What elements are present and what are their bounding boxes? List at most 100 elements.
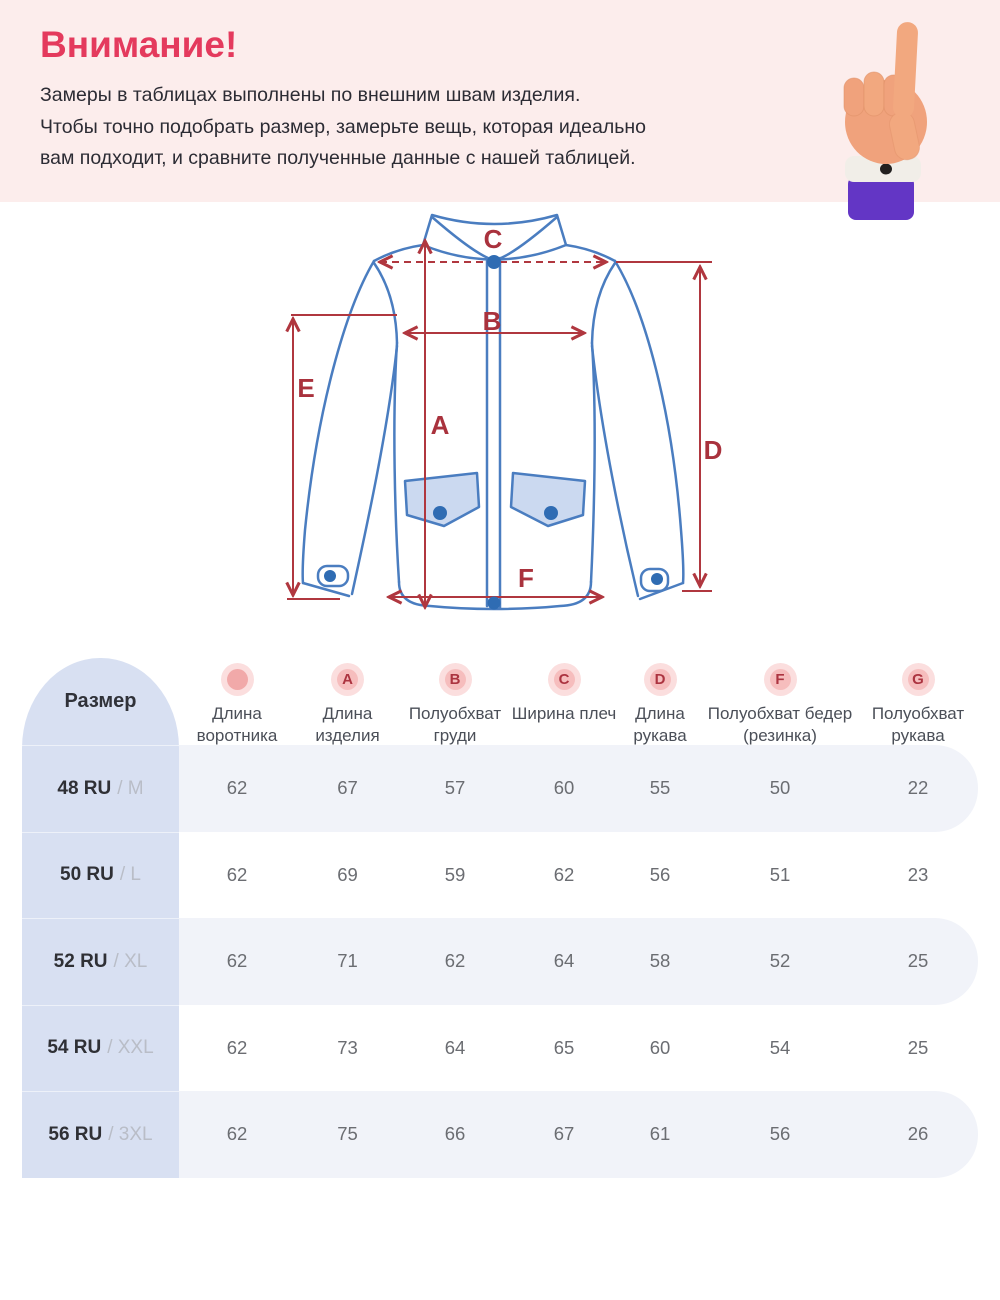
size-label: 56 RU/ 3XL [22,1091,179,1178]
table-row: 52 RU / XL 62 71 62 64 58 52 25 [22,918,978,1005]
column-header: B Полуобхват груди [400,660,510,746]
value-cell: 26 [907,1123,929,1145]
row-shade [179,1091,978,1178]
column-header: D Длина рукава [618,660,702,746]
value-cell: 67 [337,777,358,799]
column-label: Ширина плеч [511,704,617,723]
size-column-background [22,658,179,1178]
jacket-buttons [324,255,663,610]
value-cell: 56 [649,863,671,885]
column-header: Длина воротника [179,660,295,746]
measure-letters: C B A E D F [297,224,722,593]
attention-banner: Внимание! Замеры в таблицах выполнены по… [0,0,1000,220]
table-header-row: Длина воротника A Длина изделия B Полуоб… [179,660,978,746]
value-cell: 62 [553,863,575,885]
right-cuff-tab [639,567,670,593]
table-row: 56 RU/ 3XL 62 75 66 67 61 56 26 [22,1091,978,1178]
banner-text-line: Замеры в таблицах выполнены по внешним ш… [40,84,581,106]
value-cell: 62 [226,863,248,885]
pointing-hand-illustration [842,20,942,222]
row-shade [179,918,978,1005]
measure-label-d: D [704,435,723,465]
value-cell: 22 [907,777,929,799]
table-row: 54 RU / XXL 62 73 64 65 60 54 25 [22,1004,978,1092]
size-label: 54 RU / XXL [22,1004,179,1092]
value-cell: 57 [444,777,466,799]
badge-letter: D [649,669,671,690]
value-cell: 55 [649,777,671,799]
value-cell: 62 [226,950,248,972]
jacket-outline [301,213,685,611]
column-label: Длина рукава [633,704,687,745]
pointing-hand-icon [843,22,927,220]
value-cell: 71 [337,950,358,972]
badge-letter: G [907,669,929,690]
collar-length-badge [220,663,254,696]
measure-c-badge: C [547,663,581,696]
value-cell: 56 [769,1123,791,1145]
jacket-measurement-diagram: C B A E D F [0,200,1000,650]
value-cell: 50 [769,777,791,799]
column-header: C Ширина плеч [510,660,618,746]
right-pocket [509,471,587,528]
value-cell: 62 [444,950,466,972]
banner-text: Замеры в таблицах выполнены по внешним ш… [40,80,646,175]
value-cell: 62 [226,1123,248,1145]
badge-letter [226,669,248,690]
value-cell: 61 [649,1123,671,1145]
value-cell: 59 [444,863,466,885]
value-cell: 60 [553,777,575,799]
badge-letter: C [553,669,575,690]
measure-label-e: E [297,373,314,403]
size-label: 52 RU / XL [22,918,179,1005]
row-shade [179,745,978,832]
column-label: Полуобхват рукава [871,704,965,745]
value-cell: 64 [553,950,575,972]
badge-letter: B [444,669,466,690]
measure-b-badge: B [438,663,472,696]
measure-a-badge: A [331,663,364,696]
measure-label-b: B [483,306,502,336]
value-cell: 73 [337,1036,358,1058]
column-label: Полуобхват груди [408,704,502,745]
banner-text-line: вам подходит, и сравните полученные данн… [40,147,636,169]
value-cell: 25 [907,1036,929,1058]
value-cell: 52 [769,950,791,972]
left-cuff-tab [316,564,350,588]
value-cell: 58 [649,950,671,972]
value-cell: 65 [553,1036,575,1058]
column-header: A Длина изделия [295,660,400,746]
column-header: F Полуобхват бедер (резинка) [702,660,858,746]
value-cell: 67 [553,1123,575,1145]
measure-g-badge: G [901,663,935,696]
value-cell: 62 [226,777,248,799]
measure-label-a: A [431,410,450,440]
column-label: Полуобхват бедер (резинка) [707,704,853,745]
measure-label-c: C [484,224,503,254]
table-row: 50 RU / L 62 69 59 62 56 51 23 [22,831,978,919]
size-column-header: Размер [64,690,137,712]
value-cell: 25 [907,950,929,972]
jacket-diagram-svg: C B A E D F [0,213,722,611]
value-cell: 66 [444,1123,466,1145]
column-label: Длина воротника [196,704,278,745]
size-label: 50 RU / L [22,831,179,919]
value-cell: 62 [226,1036,248,1058]
banner-title: Внимание! [40,24,238,65]
table-row: 48 RU / M 62 67 57 60 55 50 22 [22,745,978,832]
measure-f-badge: F [763,663,797,696]
value-cell: 54 [769,1036,791,1058]
value-cell: 64 [444,1036,466,1058]
banner-text-line: Чтобы точно подобрать размер, замерьте в… [40,115,646,138]
value-cell: 60 [649,1036,671,1058]
value-cell: 23 [907,863,929,885]
column-header: G Полуобхват рукава [858,660,978,746]
value-cell: 69 [337,863,358,885]
column-label: Длина изделия [315,704,380,745]
measurement-lines [287,241,712,607]
measure-label-f: F [518,563,534,593]
value-cell: 75 [337,1123,358,1145]
value-cell: 51 [769,863,791,885]
badge-letter: A [337,669,358,690]
